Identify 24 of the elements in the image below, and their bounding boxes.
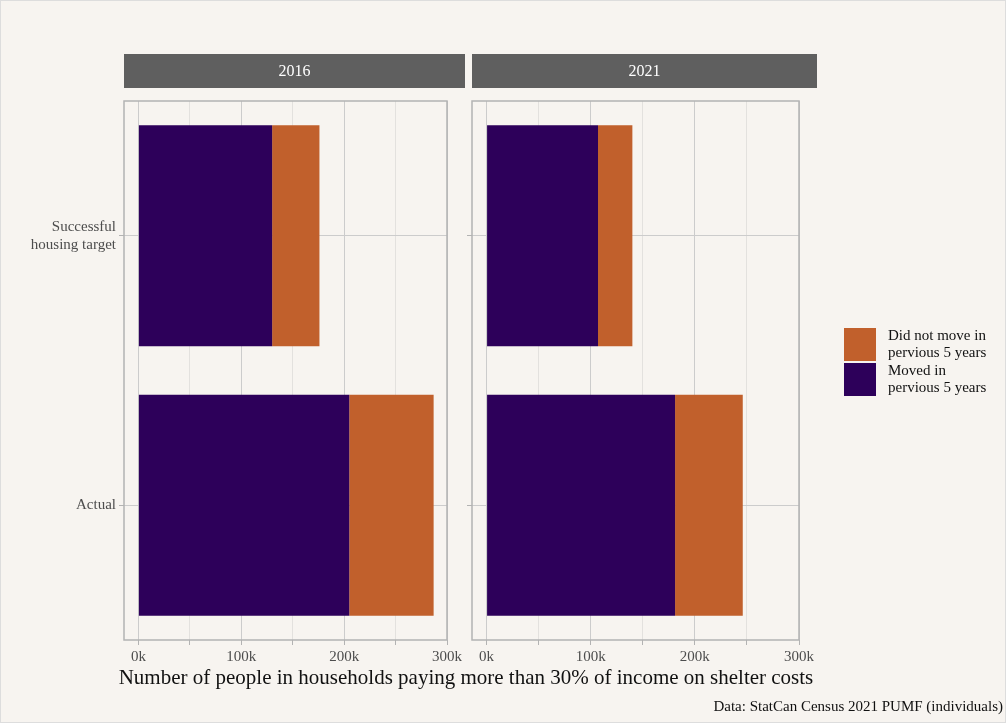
legend-label: Did not move in pervious 5 years — [888, 327, 988, 361]
bar — [349, 394, 434, 616]
legend-label: Moved in pervious 5 years — [888, 362, 988, 396]
x-tick-label: 0k — [130, 647, 147, 664]
chart-title: 2016 — [124, 54, 465, 88]
bar — [598, 125, 633, 347]
y-tick-label: Successful housing target — [30, 217, 117, 252]
bar — [487, 125, 599, 347]
x-tick-label: 300k — [784, 647, 815, 664]
bar — [272, 125, 320, 347]
x-tick-label: 100k — [226, 647, 257, 664]
x-axis-title: Number of people in households paying more than 30% of income on shelter costs — [117, 665, 815, 690]
x-tick-label: 200k — [679, 647, 711, 664]
bar — [138, 125, 273, 347]
x-tick-label: 300k — [432, 647, 463, 664]
y-tick-label: Actual — [76, 496, 116, 513]
bar — [138, 394, 350, 616]
text: Data: StatCan Census 2021 PUMF (individuals) — [713, 698, 1003, 715]
bar — [487, 394, 676, 616]
chart-title: 2021 — [472, 54, 817, 88]
bar — [675, 394, 743, 616]
x-tick-label: 200k — [329, 647, 360, 664]
x-tick-label: 100k — [575, 647, 607, 664]
x-tick-label: 0k — [479, 647, 495, 664]
